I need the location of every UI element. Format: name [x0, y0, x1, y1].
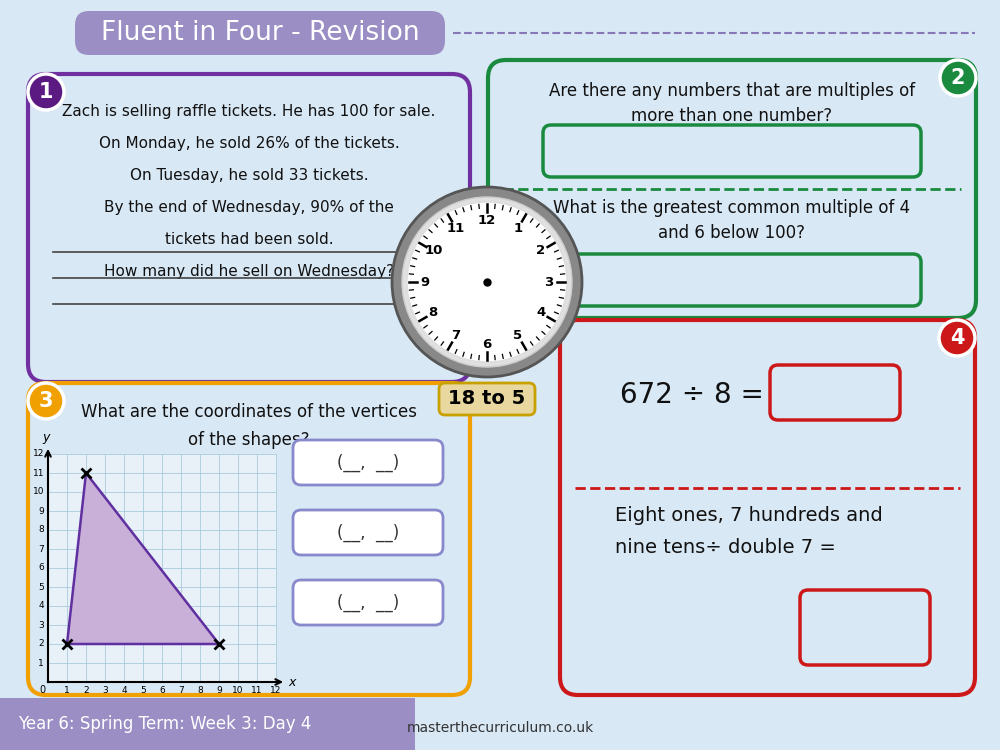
Text: (__,  __): (__, __) [337, 524, 399, 542]
Text: x: x [288, 676, 295, 688]
Text: 6: 6 [38, 563, 44, 572]
Text: 1: 1 [513, 222, 523, 235]
Text: 2: 2 [536, 244, 545, 257]
Text: 10: 10 [424, 244, 442, 257]
Circle shape [392, 187, 582, 377]
Text: 8: 8 [429, 307, 438, 320]
FancyBboxPatch shape [770, 365, 900, 420]
Text: 9: 9 [38, 506, 44, 515]
Text: 9: 9 [216, 686, 222, 695]
Text: 2: 2 [951, 68, 965, 88]
FancyBboxPatch shape [439, 383, 535, 415]
Text: nine tens÷ double 7 =: nine tens÷ double 7 = [615, 538, 836, 557]
Text: What is the greatest common multiple of 4
and 6 below 100?: What is the greatest common multiple of … [553, 199, 911, 242]
Text: By the end of Wednesday, 90% of the: By the end of Wednesday, 90% of the [104, 200, 394, 215]
Circle shape [402, 197, 572, 367]
Text: 3: 3 [544, 275, 554, 289]
Text: of the shapes?: of the shapes? [188, 431, 310, 449]
Text: 11: 11 [447, 222, 465, 235]
Text: Fluent in Four - Revision: Fluent in Four - Revision [101, 20, 419, 46]
Text: masterthecurriculum.co.uk: masterthecurriculum.co.uk [406, 721, 594, 735]
FancyBboxPatch shape [293, 440, 443, 485]
Text: 1: 1 [39, 82, 53, 102]
FancyBboxPatch shape [800, 590, 930, 665]
Text: 9: 9 [420, 275, 430, 289]
Text: 2: 2 [83, 686, 89, 695]
FancyBboxPatch shape [293, 580, 443, 625]
Text: 11: 11 [32, 469, 44, 478]
Text: y: y [42, 431, 50, 444]
FancyBboxPatch shape [28, 383, 470, 695]
Text: tickets had been sold.: tickets had been sold. [165, 232, 333, 247]
FancyBboxPatch shape [560, 320, 975, 695]
Text: 12: 12 [478, 214, 496, 226]
Polygon shape [67, 473, 219, 644]
Text: 18 to 5: 18 to 5 [448, 389, 526, 409]
Text: 0: 0 [39, 685, 45, 695]
Text: 672 ÷ 8 =: 672 ÷ 8 = [620, 381, 764, 409]
Text: 11: 11 [251, 686, 263, 695]
Text: 12: 12 [33, 449, 44, 458]
Text: How many did he sell on Wednesday?: How many did he sell on Wednesday? [104, 264, 394, 279]
Circle shape [939, 320, 975, 356]
Text: (__,  __): (__, __) [337, 594, 399, 612]
FancyBboxPatch shape [28, 74, 470, 382]
Text: 7: 7 [178, 686, 184, 695]
Text: (__,  __): (__, __) [337, 454, 399, 472]
Text: 4: 4 [38, 602, 44, 610]
Text: Eight ones, 7 hundreds and: Eight ones, 7 hundreds and [615, 506, 883, 525]
Text: Are there any numbers that are multiples of
more than one number?: Are there any numbers that are multiples… [549, 82, 915, 125]
FancyBboxPatch shape [488, 60, 976, 318]
Text: 1: 1 [38, 658, 44, 668]
FancyBboxPatch shape [75, 11, 445, 55]
Text: 12: 12 [270, 686, 282, 695]
Text: 6: 6 [159, 686, 165, 695]
Circle shape [940, 60, 976, 96]
Text: On Monday, he sold 26% of the tickets.: On Monday, he sold 26% of the tickets. [99, 136, 399, 151]
Bar [48, 454, 276, 682]
Text: 8: 8 [38, 526, 44, 535]
Text: 10: 10 [32, 488, 44, 496]
Text: 8: 8 [197, 686, 203, 695]
Text: 4: 4 [536, 307, 545, 320]
Text: 5: 5 [140, 686, 146, 695]
Text: 10: 10 [232, 686, 244, 695]
Bar [0, 698, 415, 750]
FancyBboxPatch shape [543, 125, 921, 177]
Text: 2: 2 [38, 640, 44, 649]
Circle shape [407, 202, 567, 362]
Text: 7: 7 [38, 544, 44, 554]
Text: 5: 5 [38, 583, 44, 592]
Text: 3: 3 [38, 620, 44, 629]
Text: 7: 7 [451, 329, 461, 342]
Text: 3: 3 [102, 686, 108, 695]
Text: 6: 6 [482, 338, 492, 350]
Text: 4: 4 [121, 686, 127, 695]
Text: 1: 1 [64, 686, 70, 695]
Text: Zach is selling raffle tickets. He has 100 for sale.: Zach is selling raffle tickets. He has 1… [62, 104, 436, 119]
Text: 5: 5 [513, 329, 523, 342]
Text: Year 6: Spring Term: Week 3: Day 4: Year 6: Spring Term: Week 3: Day 4 [18, 715, 311, 733]
Text: 4: 4 [950, 328, 964, 348]
Text: What are the coordinates of the vertices: What are the coordinates of the vertices [81, 403, 417, 421]
FancyBboxPatch shape [293, 510, 443, 555]
Text: 3: 3 [39, 391, 53, 411]
Circle shape [28, 74, 64, 110]
FancyBboxPatch shape [543, 254, 921, 306]
Circle shape [28, 383, 64, 419]
Text: On Tuesday, he sold 33 tickets.: On Tuesday, he sold 33 tickets. [130, 168, 368, 183]
